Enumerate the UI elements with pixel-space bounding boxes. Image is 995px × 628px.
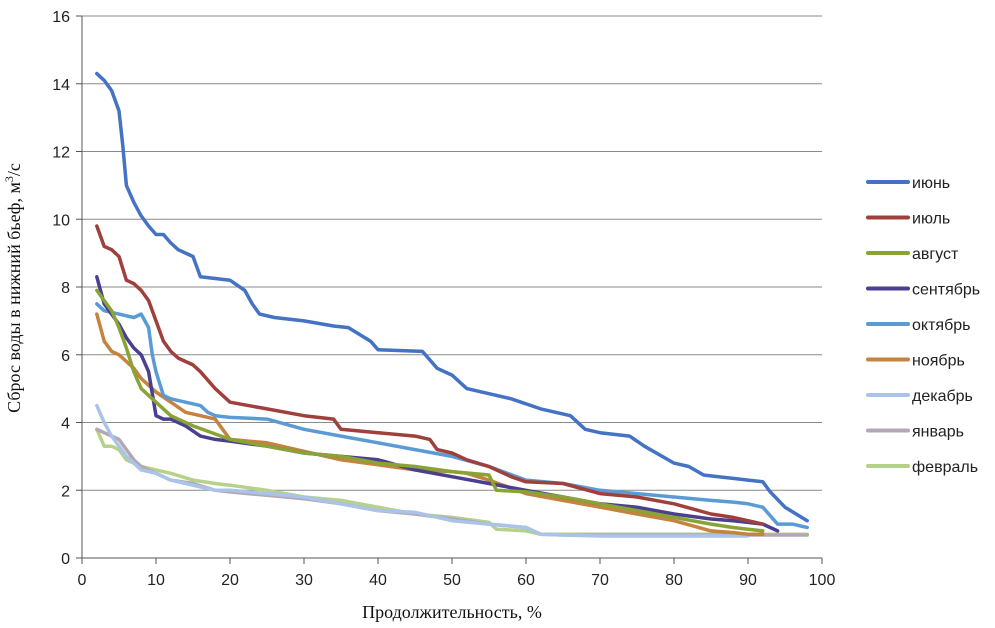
legend-label-5: ноябрь: [912, 353, 965, 370]
legend-label-7: январь: [912, 424, 964, 441]
legend-label-1: июль: [912, 211, 950, 228]
legend-label-4: октябрь: [912, 317, 970, 334]
y-tick-label: 14: [52, 77, 70, 94]
y-axis-title-unit: /с: [4, 163, 24, 176]
axes: [76, 15, 823, 564]
x-tick-label: 90: [739, 572, 757, 589]
x-tick-label: 10: [147, 572, 165, 589]
x-tick-label: 100: [809, 572, 836, 589]
y-tick-label: 16: [52, 9, 70, 26]
legend-label-2: август: [912, 246, 959, 263]
y-tick-label: 12: [52, 145, 70, 162]
x-axis-title: Продолжительность, %: [362, 602, 542, 622]
x-tick-label: 70: [591, 572, 609, 589]
x-tick-label: 40: [369, 572, 387, 589]
y-axis-title-superscript: 3: [2, 176, 16, 182]
legend: июнь июль август сентябрь октябрь ноябрь декаб…: [866, 175, 980, 476]
series-line-1: [95, 224, 765, 526]
series-line-2: [95, 288, 765, 533]
legend-label-3: сентябрь: [912, 282, 980, 299]
legend-label-6: декабрь: [912, 388, 973, 405]
gridlines: [82, 15, 822, 491]
x-tick-label: 30: [295, 572, 313, 589]
y-axis-title: Сброс воды в нижний бьеф, м3/с: [2, 163, 24, 413]
series-line-0: [95, 71, 809, 523]
x-tick-label: 60: [517, 572, 535, 589]
y-tick-label: 4: [61, 416, 70, 433]
x-tick-label: 50: [443, 572, 461, 589]
series-line-6: [95, 403, 750, 538]
y-tick-label: 0: [61, 551, 70, 568]
series-line-4: [95, 302, 809, 530]
y-tick-label: 8: [61, 280, 70, 297]
tick-labels: 0 2 4 6 8 10 12 14 16 0 10 20 30 40 50 60 70 80 90 100: [52, 9, 835, 589]
x-tick-label: 20: [221, 572, 239, 589]
legend-label-0: июнь: [912, 175, 950, 192]
y-tick-label: 10: [52, 212, 70, 229]
y-tick-label: 6: [61, 348, 70, 365]
x-tick-label: 80: [665, 572, 683, 589]
x-tick-label: 0: [78, 572, 87, 589]
legend-label-8: февраль: [912, 459, 978, 476]
y-axis-title-main: Сброс воды в нижний бьеф, м: [4, 182, 24, 413]
series-lines: [95, 71, 809, 538]
y-tick-label: 2: [61, 483, 70, 500]
